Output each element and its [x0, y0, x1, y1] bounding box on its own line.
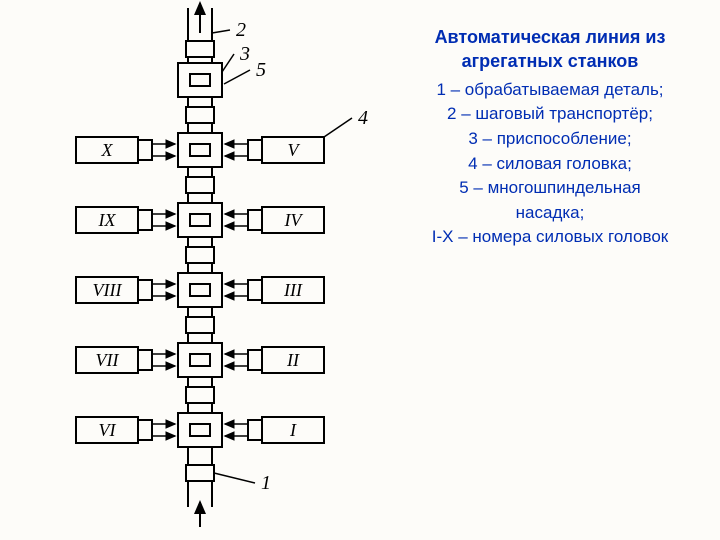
svg-text:VI: VI [99, 420, 117, 440]
legend-item: I-X – номера силовых головок [380, 225, 720, 250]
svg-text:X: X [101, 140, 114, 160]
legend-item: 4 – силовая головка; [380, 152, 720, 177]
legend: 1 – обрабатываемая деталь; 2 – шаговый т… [380, 78, 720, 250]
svg-text:IV: IV [284, 210, 304, 230]
svg-text:I: I [289, 420, 297, 440]
svg-text:II: II [286, 350, 300, 370]
title: Автоматическая линия из агрегатных станк… [380, 25, 720, 74]
title-line-2: агрегатных станков [462, 51, 639, 71]
svg-text:VIII: VIII [93, 280, 123, 300]
title-line-1: Автоматическая линия из [435, 27, 666, 47]
svg-text:2: 2 [236, 19, 246, 41]
svg-text:1: 1 [261, 472, 271, 494]
diagram-area: VIIVIIIIVIIIIIIIXIVXV12354 [0, 0, 380, 540]
svg-text:5: 5 [256, 59, 266, 81]
legend-item: 3 – приспособление; [380, 127, 720, 152]
legend-item: 1 – обрабатываемая деталь; [380, 78, 720, 103]
svg-text:VII: VII [96, 350, 120, 370]
text-panel: Автоматическая линия из агрегатных станк… [380, 0, 720, 540]
legend-item: 5 – многошпиндельная [380, 176, 720, 201]
svg-text:3: 3 [239, 43, 250, 65]
svg-text:4: 4 [358, 107, 368, 129]
svg-text:III: III [283, 280, 303, 300]
legend-item: насадка; [380, 201, 720, 226]
legend-item: 2 – шаговый транспортёр; [380, 102, 720, 127]
svg-text:IX: IX [98, 210, 117, 230]
diagram-svg: VIIVIIIIVIIIIIIIXIVXV12354 [0, 0, 380, 540]
